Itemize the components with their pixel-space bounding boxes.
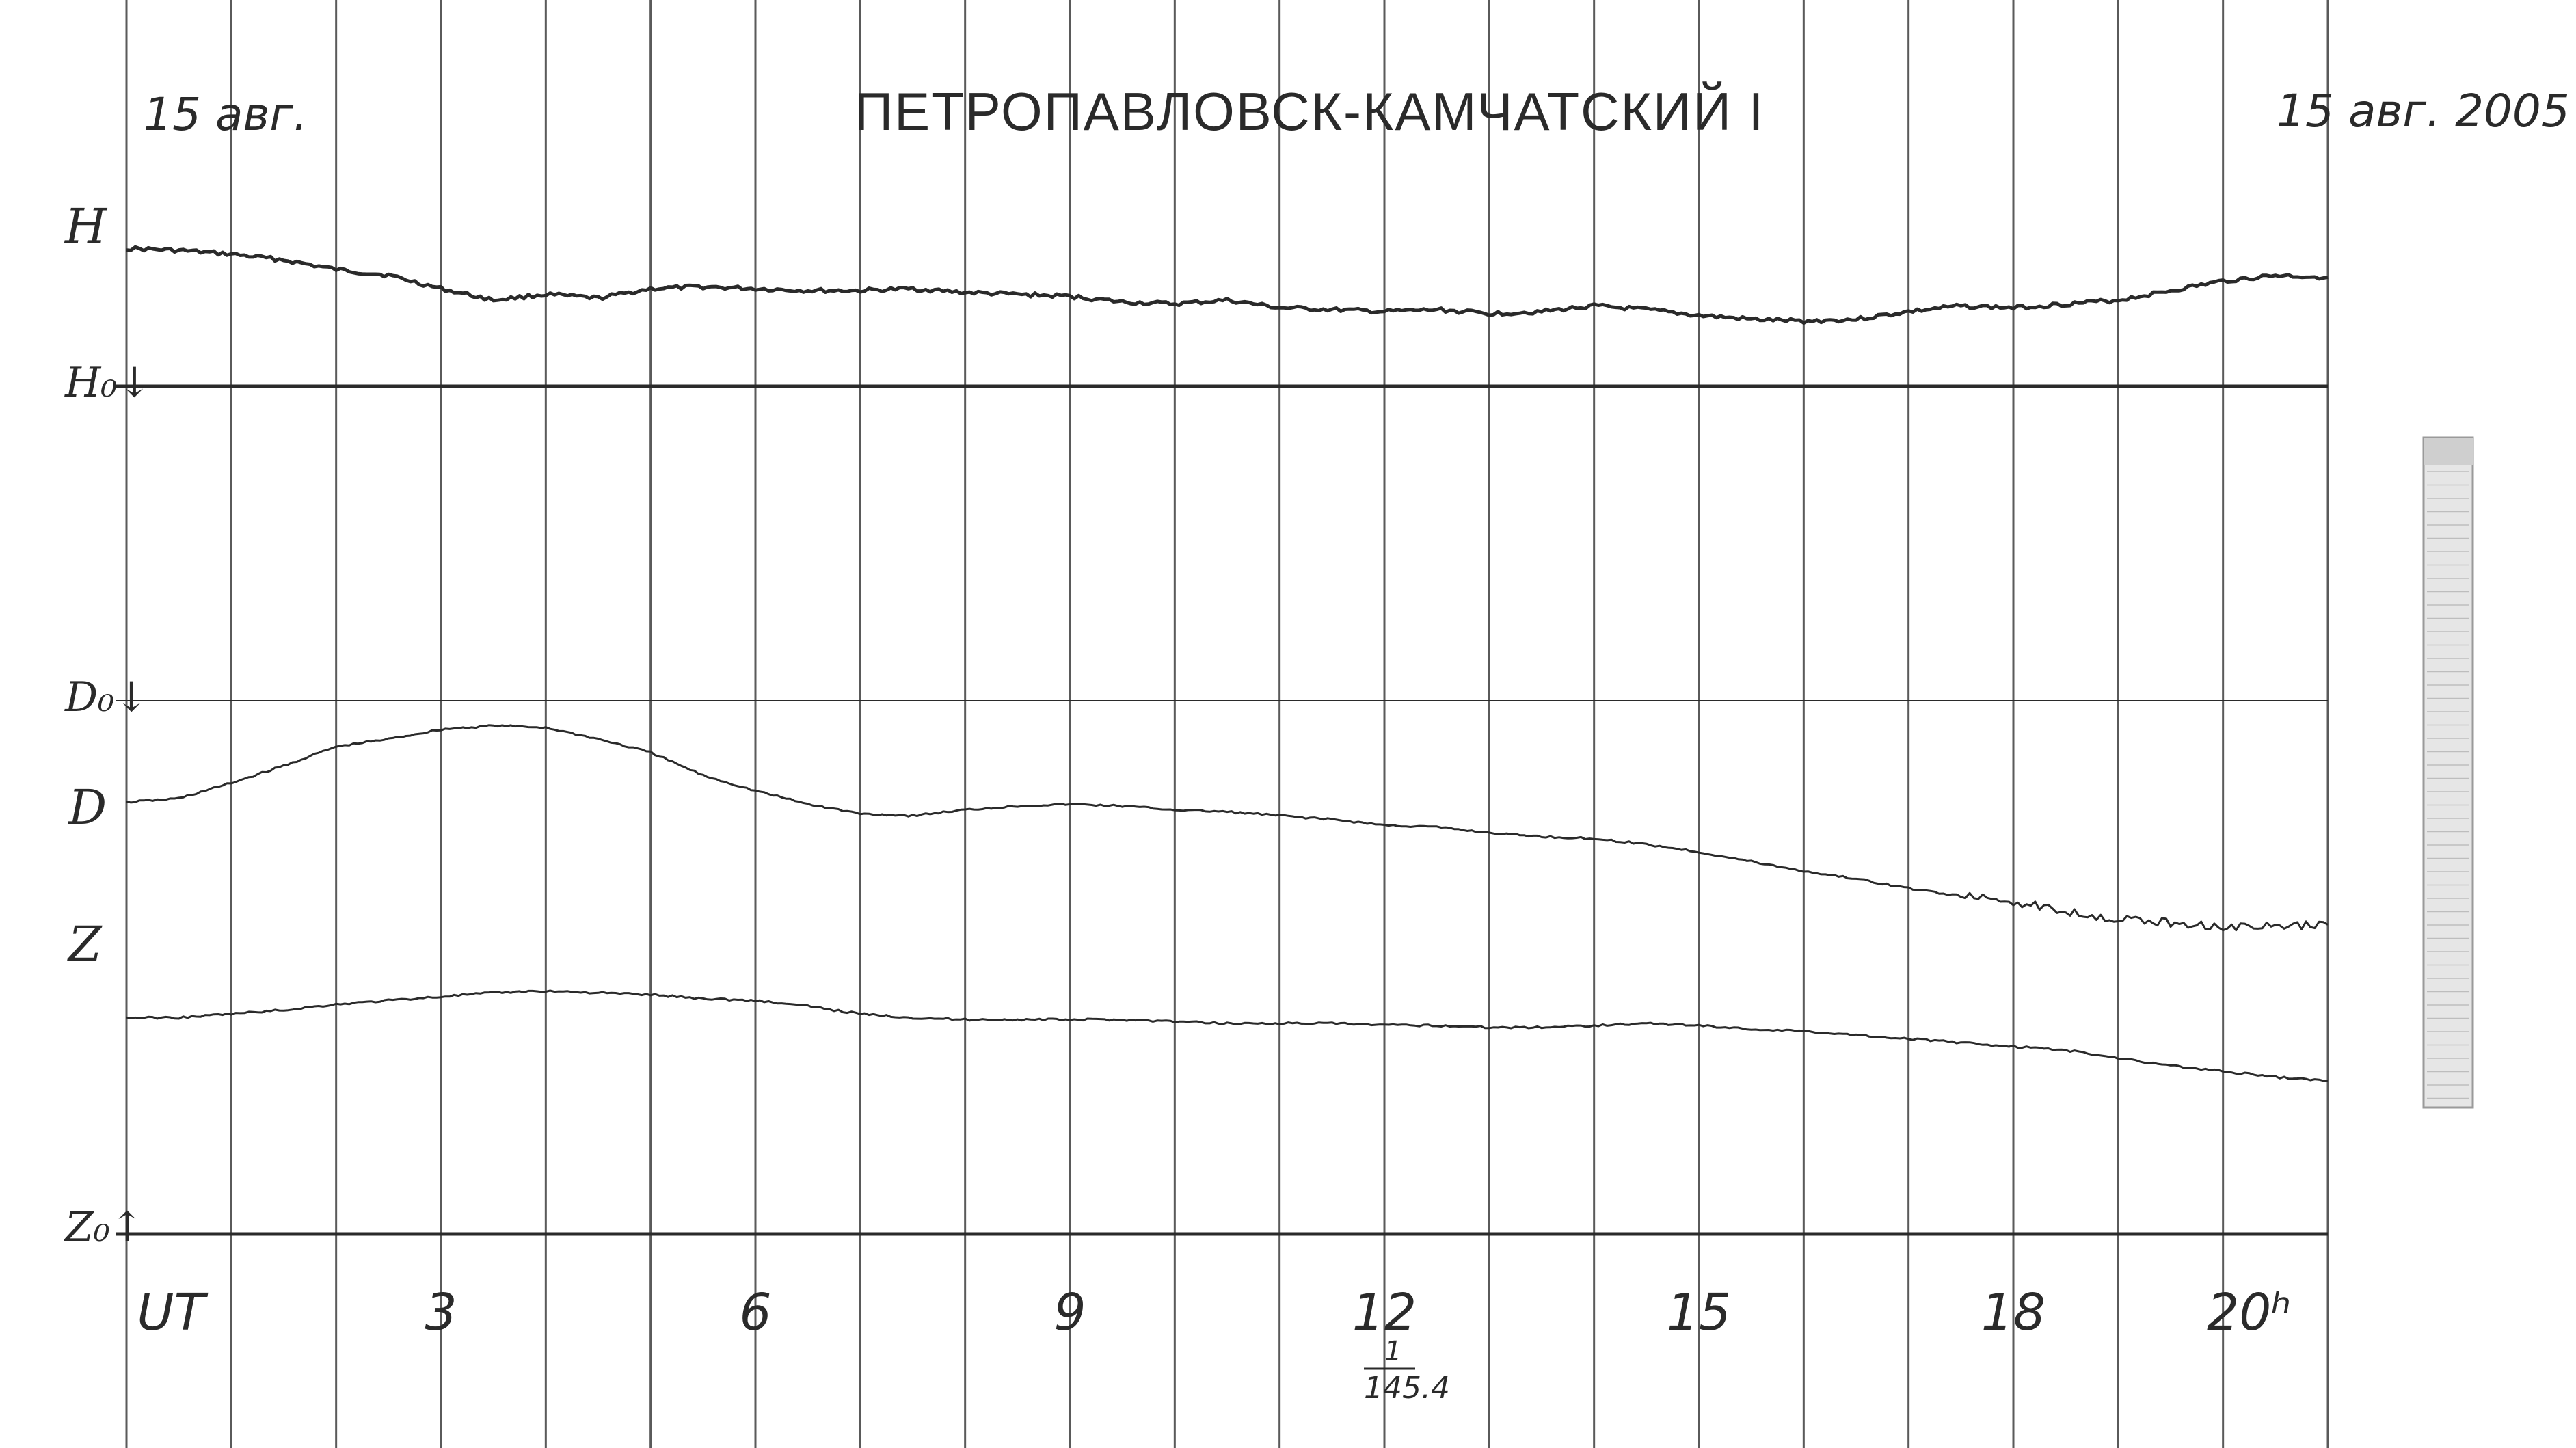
scale-denominator: 145.4	[1364, 1371, 1450, 1406]
x-tick-label-12: 12	[1352, 1283, 1417, 1342]
hour-grid	[125, 0, 2329, 1448]
date-right: 15 авг. 2005 г.	[2277, 85, 2576, 137]
x-tick-label-18: 18	[1981, 1283, 2045, 1342]
x-axis-tick-labels: UT 3 6 9 12 15 18 20ʰ	[137, 1283, 2292, 1342]
baseline-label-H₀: H₀↓	[64, 359, 152, 407]
date-left: 15 авг.	[144, 88, 308, 141]
trace-D	[126, 724, 2329, 932]
series-label-D: D	[67, 779, 107, 835]
series-label-Z: Z	[67, 916, 103, 972]
baselines	[116, 384, 2328, 1236]
baseline-label-Z₀: Z₀↑	[64, 1203, 144, 1251]
scale-numerator: 1	[1384, 1336, 1401, 1367]
trace-Z	[126, 989, 2329, 1082]
x-tick-label-21: 20ʰ	[2207, 1283, 2292, 1342]
series-label-H: H	[64, 198, 108, 254]
component-labels: H D Z H₀↓ D₀↓ Z₀↑	[64, 198, 152, 1251]
x-tick-label-6: 6	[739, 1283, 771, 1342]
x-tick-label-3: 3	[425, 1283, 457, 1342]
chart-title: ПЕТРОПАВЛОВСК-КАМЧАТСКИЙ I	[855, 81, 1765, 142]
baseline-label-D₀: D₀↓	[64, 673, 148, 721]
trace-H	[126, 245, 2329, 325]
x-tick-label-9: 9	[1054, 1283, 1086, 1342]
traces	[126, 245, 2329, 1082]
x-tick-label-0: UT	[137, 1283, 209, 1342]
x-tick-label-15: 15	[1667, 1283, 1731, 1342]
calibration-strip	[2422, 436, 2474, 1109]
